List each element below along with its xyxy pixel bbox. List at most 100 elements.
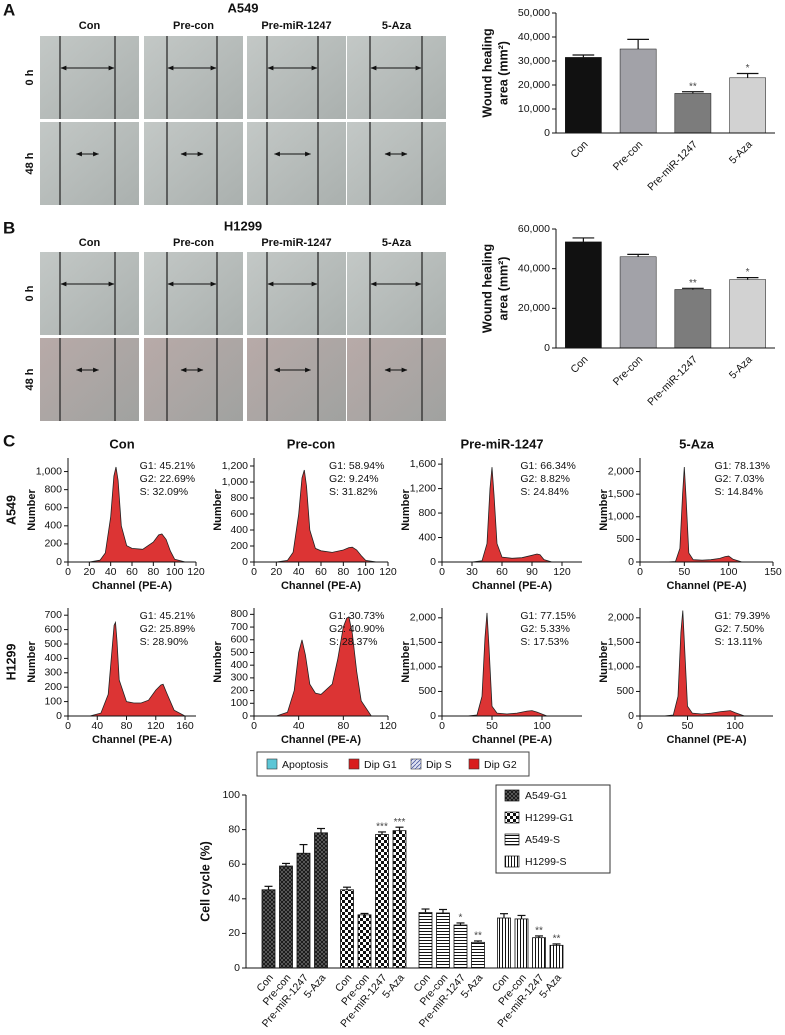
- x-tick-label: 120: [553, 566, 571, 578]
- column-label: Pre-miR-1247: [261, 237, 331, 249]
- row-label: 48 h: [24, 152, 36, 174]
- y-tick-label: 20,000: [518, 79, 550, 91]
- significance: *: [459, 913, 463, 924]
- y-tick-label: 20: [228, 927, 240, 939]
- column-label: Con: [79, 237, 101, 249]
- y-tick-label: 800: [230, 492, 248, 504]
- annotation: G2: 8.82%: [520, 473, 570, 485]
- column-label: Pre-miR-1247: [460, 436, 543, 451]
- y-tick-label: 500: [44, 638, 62, 650]
- histogram-area: [666, 466, 743, 563]
- y-tick-label: 100: [230, 697, 248, 709]
- histogram-area: [89, 620, 186, 717]
- annotation: G2: 40.90%: [329, 623, 384, 635]
- bar: [279, 865, 293, 969]
- annotation: G1: 78.13%: [714, 460, 769, 472]
- y-tick-label: 60,000: [518, 223, 550, 235]
- legend-label: Dip S: [426, 759, 452, 771]
- x-tick-label: 0: [637, 566, 643, 578]
- legend-swatch: [504, 855, 520, 868]
- panel-label: B: [3, 218, 15, 237]
- significance: **: [689, 278, 697, 289]
- y-axis-label: area (mm²): [496, 257, 510, 321]
- y-axis-label: Number: [598, 641, 610, 683]
- x-tick-label: 120: [187, 566, 205, 578]
- histogram-area: [471, 467, 553, 563]
- legend-label: Dip G1: [364, 759, 397, 771]
- micrograph: [40, 36, 139, 119]
- x-tick-label: 60: [315, 566, 327, 578]
- bar: [532, 937, 546, 969]
- y-tick-label: 200: [230, 540, 248, 552]
- x-tick-label: 150: [764, 566, 782, 578]
- y-tick-label: 100: [222, 789, 240, 801]
- y-tick-label: 800: [230, 608, 248, 620]
- y-tick-label: 0: [430, 710, 436, 722]
- y-tick-label: 600: [44, 623, 62, 635]
- micrograph: [144, 122, 243, 205]
- y-tick-label: 50,000: [518, 7, 550, 19]
- legend-label: A549-S: [525, 834, 560, 846]
- y-tick-label: 0: [628, 556, 634, 568]
- y-tick-label: 1,000: [36, 465, 62, 477]
- y-tick-label: 100: [44, 695, 62, 707]
- y-tick-label: 40,000: [518, 31, 550, 43]
- x-tick-label: 0: [251, 566, 257, 578]
- y-tick-label: 400: [230, 524, 248, 536]
- column-label: 5-Aza: [679, 436, 714, 451]
- x-axis-label: Channel (PE-A): [281, 734, 361, 746]
- y-tick-label: 2,000: [608, 612, 634, 624]
- bar: [565, 57, 602, 134]
- y-axis-label: Number: [26, 489, 38, 531]
- x-tick-label: 0: [65, 566, 71, 578]
- bar: [514, 918, 529, 969]
- x-tick-label: 50: [682, 720, 694, 732]
- x-axis-label: Channel (PE-A): [281, 580, 361, 592]
- y-axis-label: Cell cycle (%): [198, 841, 212, 922]
- x-tick-label: 80: [337, 720, 349, 732]
- x-axis-label: Channel (PE-A): [666, 734, 746, 746]
- micrograph: [144, 36, 243, 119]
- x-axis-label: Channel (PE-A): [92, 734, 172, 746]
- annotation: G1: 77.15%: [520, 610, 575, 622]
- bar: [392, 830, 407, 969]
- x-tick-label: 80: [121, 720, 133, 732]
- legend-label: Apoptosis: [282, 759, 328, 771]
- significance: ***: [394, 817, 406, 828]
- y-tick-label: 0: [544, 342, 550, 354]
- annotation: G2: 9.24%: [329, 473, 379, 485]
- annotation: G2: 22.69%: [140, 473, 195, 485]
- x-tick-label: 0: [251, 720, 257, 732]
- y-tick-label: 400: [44, 520, 62, 532]
- x-tick-label: 5-Aza: [727, 138, 755, 166]
- histogram-area: [276, 469, 377, 563]
- legend-box: [256, 751, 530, 777]
- x-tick-label: 100: [533, 720, 551, 732]
- annotation: G1: 30.73%: [329, 610, 384, 622]
- micrograph: [347, 36, 446, 119]
- legend-label: A549-G1: [525, 790, 567, 802]
- y-tick-label: 1,500: [410, 636, 436, 648]
- column-label: 5-Aza: [382, 237, 412, 249]
- y-tick-label: 0: [56, 556, 62, 568]
- bar: [619, 256, 657, 349]
- micrograph: [40, 252, 139, 335]
- column-label: Pre-con: [173, 20, 214, 32]
- x-axis-label: Channel (PE-A): [472, 580, 552, 592]
- micrograph: [247, 338, 346, 421]
- y-tick-label: 0: [544, 127, 550, 139]
- x-tick-label: 0: [439, 720, 445, 732]
- y-tick-label: 10,000: [518, 103, 550, 115]
- bar: [549, 944, 564, 969]
- y-tick-label: 0: [242, 710, 248, 722]
- bar: [471, 941, 485, 969]
- annotation: G2: 5.33%: [520, 623, 570, 635]
- x-tick-label: 120: [147, 720, 165, 732]
- bar: [729, 279, 766, 349]
- y-tick-label: 1,000: [222, 476, 248, 488]
- x-tick-label: 0: [65, 720, 71, 732]
- x-tick-label: 100: [726, 720, 744, 732]
- x-axis-label: Channel (PE-A): [92, 580, 172, 592]
- legend-swatch-pattern: [411, 759, 421, 769]
